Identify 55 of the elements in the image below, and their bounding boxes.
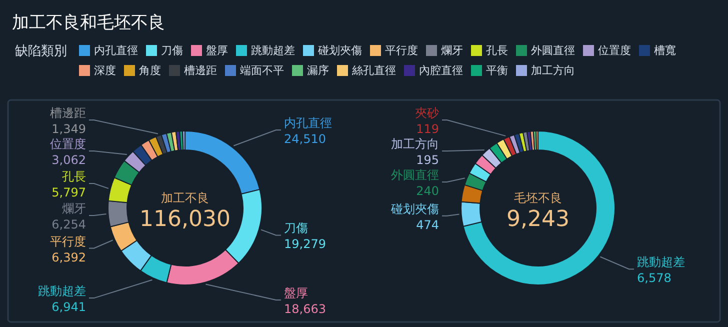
slice-label: 跳動超差 xyxy=(637,255,685,270)
legend-label: 位置度 xyxy=(598,44,631,57)
slice-label: 位置度 xyxy=(50,137,86,151)
slice-label: 孔長 xyxy=(62,170,86,184)
text: 毛坯不良 xyxy=(514,191,562,205)
slice-label: 盤厚 xyxy=(284,286,308,300)
legend-label: 槽邊距 xyxy=(184,64,217,77)
text: 加工不良 xyxy=(161,191,209,205)
slice-label: 夾砂 xyxy=(415,106,439,120)
legend-label: 漏序 xyxy=(307,64,329,77)
legend-label: 外圓直徑 xyxy=(531,44,575,57)
legend-label: 絲孔直徑 xyxy=(351,64,396,77)
legend-label: 碰划夾傷 xyxy=(317,44,362,57)
data-label: 474 xyxy=(416,218,439,232)
data-label: 6,578 xyxy=(637,271,672,286)
legend-label: 跳動超差 xyxy=(251,44,295,57)
legend-title: 缺陷類別 xyxy=(15,44,67,59)
legend-label: 角度 xyxy=(139,64,161,77)
text: 116,030 xyxy=(140,207,230,232)
data-label: 3,062 xyxy=(52,153,86,167)
data-label: 119 xyxy=(416,122,439,136)
slice-label: 平行度 xyxy=(50,234,86,248)
slice-label: 槽邊距 xyxy=(50,106,86,120)
legend-label: 爛牙 xyxy=(441,44,463,57)
donut-slice xyxy=(462,130,616,286)
legend-label: 端面不平 xyxy=(240,64,284,77)
legend-label: 平行度 xyxy=(385,44,418,57)
data-label: 24,510 xyxy=(284,132,326,146)
slice-label: 刀傷 xyxy=(284,221,308,236)
data-label: 5,797 xyxy=(52,186,86,200)
legend-label: 盤厚 xyxy=(206,44,228,57)
legend-label: 加工方向 xyxy=(531,64,575,77)
legend-label: 槽寬 xyxy=(654,44,676,57)
slice-label: 碰划夾傷 xyxy=(390,202,439,216)
chart-title: 加工不良和毛坯不良 xyxy=(12,13,165,33)
data-label: 18,663 xyxy=(284,302,326,316)
slice-label: 加工方向 xyxy=(391,137,439,151)
legend-label: 内孔直徑 xyxy=(94,44,138,57)
data-label: 240 xyxy=(416,184,439,198)
data-label: 6,254 xyxy=(52,218,86,232)
text: 9,243 xyxy=(506,207,570,232)
slice-label: 跳動超差 xyxy=(38,284,86,298)
legend-label: 平衡 xyxy=(486,64,508,77)
data-label: 6,392 xyxy=(52,250,86,264)
data-label: 195 xyxy=(416,153,439,167)
data-label: 6,941 xyxy=(52,300,86,314)
legend-label: 深度 xyxy=(94,64,116,77)
slice-label: 爛牙 xyxy=(62,202,86,216)
legend-label: 刀傷 xyxy=(161,44,183,57)
data-label: 1,349 xyxy=(52,122,86,136)
slice-label: 内孔直徑 xyxy=(284,116,332,130)
data-label: 19,279 xyxy=(284,237,326,252)
slice-label: 外圓直徑 xyxy=(391,168,439,182)
legend-label: 內腔直徑 xyxy=(419,64,463,77)
legend-label: 孔長 xyxy=(486,44,508,57)
